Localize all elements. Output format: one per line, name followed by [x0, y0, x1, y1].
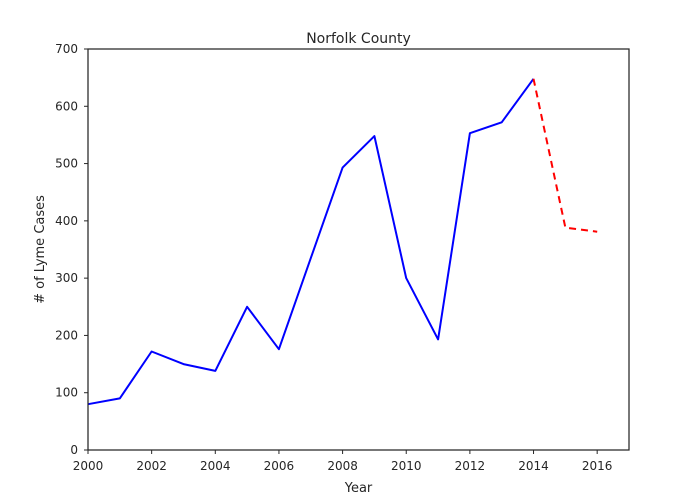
- x-tick-label: 2010: [391, 459, 422, 473]
- x-axis-label: Year: [344, 481, 373, 496]
- y-tick-label: 400: [55, 214, 78, 228]
- y-tick-label: 300: [55, 271, 78, 285]
- x-tick-label: 2008: [327, 459, 358, 473]
- x-tick-label: 2014: [518, 459, 549, 473]
- observed-series-line: [87, 78, 535, 406]
- x-tick-label: 2006: [264, 459, 295, 473]
- y-tick-label: 0: [70, 443, 78, 457]
- chart-title: Norfolk County: [306, 31, 411, 47]
- x-tick-label: 2004: [200, 459, 231, 473]
- y-axis-label: # of Lyme Cases: [33, 195, 48, 304]
- y-tick-label: 700: [55, 42, 78, 56]
- x-tick-label: 2012: [455, 459, 486, 473]
- y-tick-label: 500: [55, 157, 78, 171]
- y-tick-label: 600: [55, 99, 78, 113]
- x-tick-label: 2016: [582, 459, 613, 473]
- y-tick-label: 200: [55, 328, 78, 342]
- y-tick-label: 100: [55, 386, 78, 400]
- projected-series-line: [532, 78, 598, 233]
- x-tick-label: 2002: [136, 459, 167, 473]
- plot-frame: [87, 48, 630, 451]
- x-tick-label: 2000: [73, 459, 104, 473]
